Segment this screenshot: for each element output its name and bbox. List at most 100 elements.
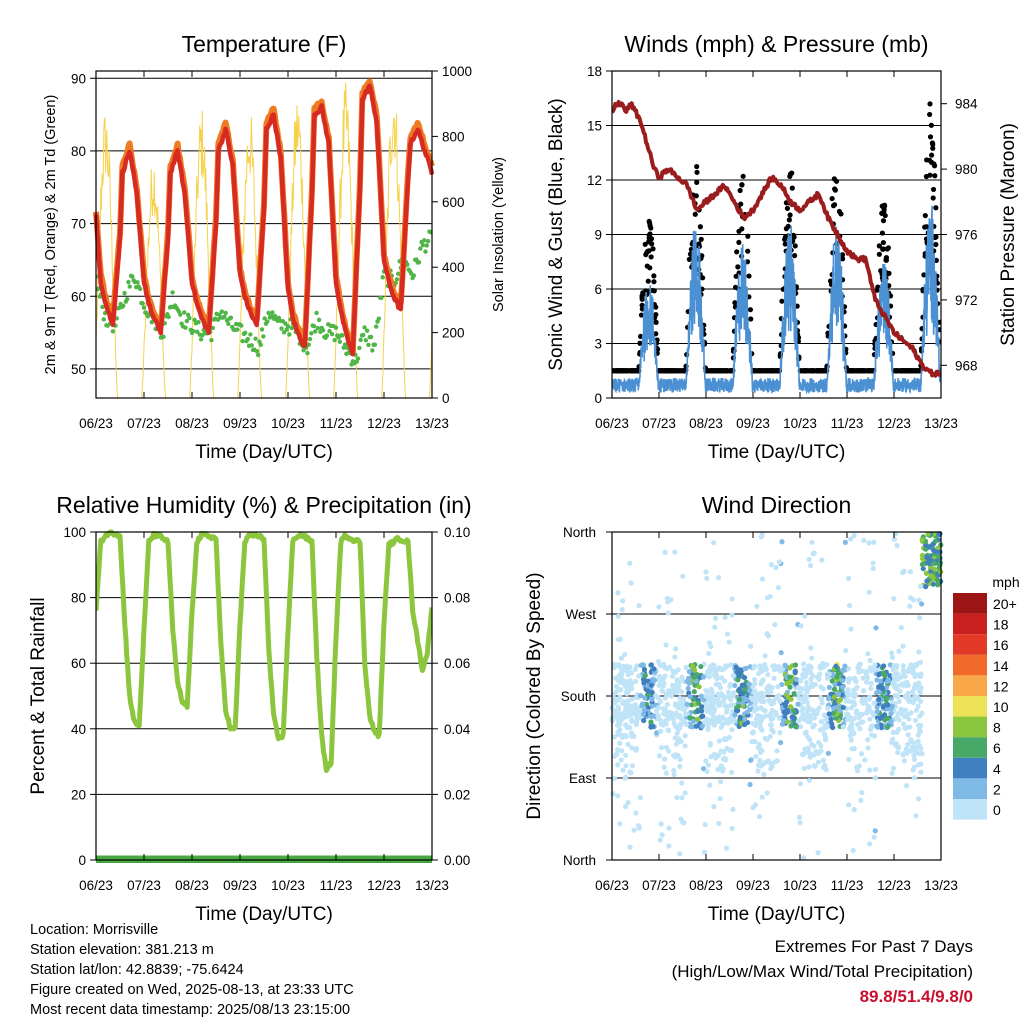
dir-point (823, 737, 829, 743)
dir-point (899, 711, 905, 717)
dir-point (891, 681, 897, 688)
dir-point (660, 722, 666, 728)
dir-point (655, 712, 661, 718)
dir-point (724, 631, 731, 637)
dir-point (629, 763, 636, 769)
dir-point (679, 674, 685, 680)
dewpoint-point (127, 284, 132, 289)
dir-point (862, 757, 868, 763)
dir-point (716, 820, 722, 827)
gust-point (694, 179, 700, 185)
gust-point (879, 230, 885, 236)
dir-point (872, 775, 878, 781)
speed-legend-swatch (953, 654, 987, 676)
dir-point (876, 696, 882, 702)
gust-point (732, 300, 738, 306)
dir-point (737, 714, 743, 720)
dewpoint-point (366, 342, 371, 348)
gust-point (827, 278, 834, 284)
wind-y2tick-label: 984 (955, 97, 978, 112)
dir-point (677, 851, 683, 857)
dir-point (818, 743, 824, 749)
dir-point (686, 669, 692, 675)
dir-point (631, 827, 637, 833)
rh-ytick-label: 40 (71, 722, 86, 737)
dir-point (717, 685, 724, 691)
temp-xtick-label: 07/23 (127, 416, 161, 431)
gust-point (876, 243, 882, 249)
dir-point (722, 663, 729, 669)
gust-point (643, 252, 649, 258)
dir-point (748, 643, 754, 649)
dir-point (810, 723, 816, 729)
dir-point (771, 675, 777, 681)
dir-point (896, 744, 902, 750)
dir-point (614, 710, 620, 716)
dir-point (619, 607, 625, 613)
wind-frame (611, 70, 942, 399)
dir-point (904, 783, 910, 789)
dir-point (638, 692, 644, 699)
dir-point (625, 741, 631, 748)
gust-point (648, 254, 654, 260)
dewpoint-point (228, 315, 234, 320)
temp-y2tick-label: 800 (442, 129, 465, 144)
dir-point (683, 711, 689, 717)
temp-ytick-label: 60 (71, 289, 86, 304)
dir-point (674, 677, 680, 683)
dewpoint-point (126, 279, 131, 285)
dir-point (842, 663, 848, 669)
dir-point (779, 721, 785, 727)
dewpoint-point (239, 323, 244, 328)
dir-point (750, 697, 756, 703)
dir-point (756, 814, 763, 820)
wind-ytick-label: 6 (594, 282, 602, 297)
dir-point (728, 702, 734, 708)
dir-point (920, 566, 926, 572)
dir-point (804, 699, 810, 705)
dir-point (779, 681, 785, 688)
dir-point (882, 717, 888, 723)
gust-point (693, 193, 699, 199)
dewpoint-point (370, 348, 375, 353)
dir-point (655, 658, 662, 664)
dir-point (803, 679, 810, 686)
dewpoint-point (379, 295, 384, 301)
dewpoint-point (363, 338, 369, 343)
dewpoint-point (245, 336, 250, 342)
dir-point (667, 691, 673, 697)
dir-point (826, 671, 833, 677)
dir-point (656, 682, 662, 689)
dewpoint-point (187, 315, 192, 321)
dir-point (913, 672, 919, 678)
dir-point (611, 775, 618, 782)
dir-point (935, 582, 941, 588)
dir-point (806, 764, 812, 770)
dir-point (676, 714, 682, 720)
dewpoint-point (240, 338, 245, 344)
dir-point (826, 684, 832, 690)
dir-point (626, 665, 632, 671)
speed-legend-swatch (953, 757, 987, 779)
extremes-panel: Extremes For Past 7 Days (High/Low/Max W… (672, 934, 973, 1009)
dir-point (665, 727, 671, 733)
dir-point (859, 789, 865, 796)
dir-point (690, 718, 696, 724)
wind-ytick-label: 18 (587, 64, 602, 79)
dir-point (637, 795, 644, 801)
gust-point (692, 211, 698, 217)
gust-point (646, 248, 652, 254)
dir-point (916, 762, 922, 768)
dewpoint-point (223, 310, 228, 316)
dir-point (805, 734, 811, 740)
gust-point (880, 239, 886, 246)
dir-point (806, 777, 812, 784)
temp-xtick-label: 06/23 (79, 416, 113, 431)
dir-point (711, 540, 717, 546)
dewpoint-point (315, 325, 321, 331)
dir-point (636, 603, 642, 609)
gust-point (913, 368, 919, 374)
dir-point (808, 676, 814, 682)
dir-point (899, 681, 905, 687)
dir-frame (611, 531, 942, 861)
